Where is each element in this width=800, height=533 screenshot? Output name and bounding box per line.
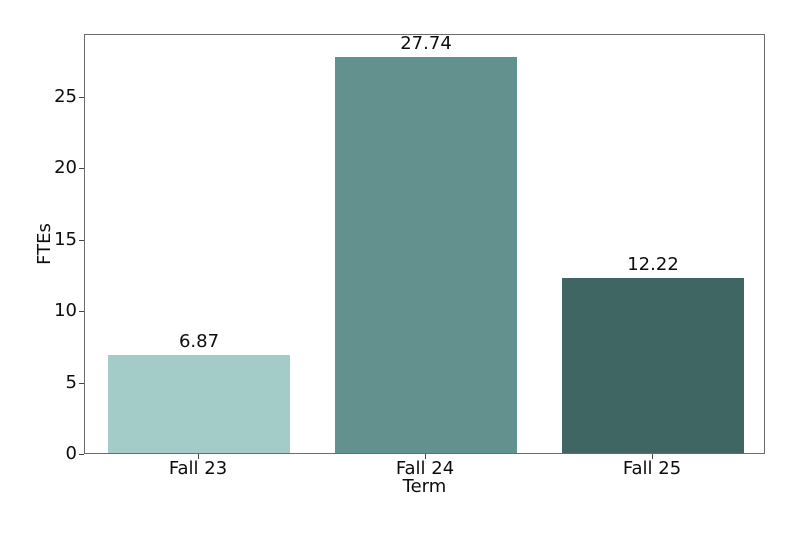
x-tick-label: Fall 23 [168,458,228,479]
y-tick-label: 10 [54,300,77,321]
y-tick-label: 0 [65,443,77,464]
y-tick-mark [79,97,84,98]
x-tick-mark [652,454,653,459]
y-tick-mark [79,454,84,455]
bar-value-label: 27.74 [400,33,452,54]
x-tick-label: Fall 24 [395,458,455,479]
x-axis-label: Term [402,476,447,497]
bar [335,57,517,453]
y-tick-label: 5 [65,372,77,393]
x-tick-label: Fall 25 [622,458,682,479]
y-tick-label: 25 [54,86,77,107]
y-tick-label: 20 [54,157,77,178]
bar-value-label: 12.22 [627,254,679,275]
plot-area: 6.87 27.74 12.22 [84,33,765,454]
y-tick-mark [79,168,84,169]
y-tick-mark [79,311,84,312]
y-tick-label: 15 [54,229,77,250]
x-tick-mark [425,454,426,459]
y-tick-mark [79,240,84,241]
x-tick-mark [198,454,199,459]
bar [562,278,744,453]
bar [108,355,290,453]
bar-value-label: 6.87 [178,331,220,352]
y-tick-mark [79,383,84,384]
